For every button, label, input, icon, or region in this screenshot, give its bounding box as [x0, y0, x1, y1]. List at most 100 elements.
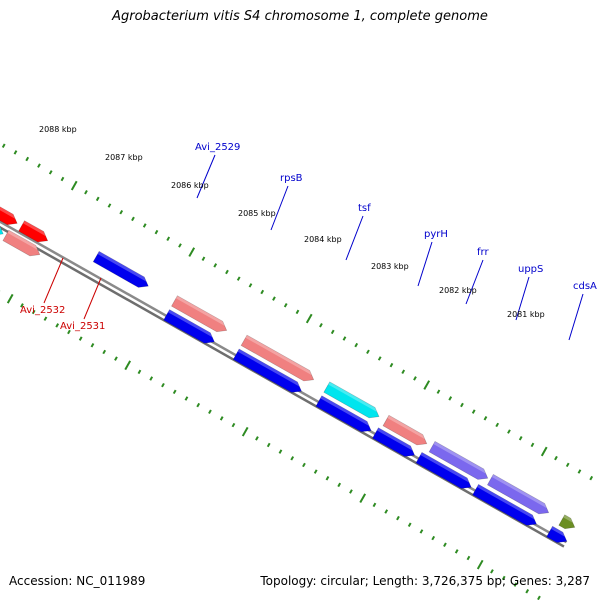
tick-mark: [337, 482, 342, 488]
tick-mark: [272, 296, 276, 301]
gene-label: rpsB: [280, 173, 303, 184]
tick-mark: [219, 416, 224, 421]
tick-mark: [589, 475, 594, 481]
gene-arrow-highlight: [245, 335, 312, 376]
gene-arrow-highlight: [168, 309, 213, 338]
tick-mark: [359, 493, 367, 504]
kbp-label: 2088 kbp: [39, 125, 77, 134]
tick-mark: [37, 163, 41, 168]
tick-mark: [43, 316, 48, 321]
tick-mark: [372, 502, 377, 508]
kbp-label: 2083 kbp: [371, 262, 409, 271]
tick-mark: [31, 309, 36, 315]
tick-mark: [131, 216, 135, 222]
tick-mark: [60, 176, 65, 182]
tick-mark: [149, 376, 154, 381]
leader-line: [196, 154, 216, 199]
tick-mark: [396, 515, 400, 521]
gene-arrow: [323, 381, 380, 419]
leader-line: [515, 276, 530, 321]
label-leader-lines: [43, 154, 584, 341]
kbp-label: 2081 kbp: [507, 310, 545, 319]
gene-features: [0, 206, 576, 543]
gene-arrow: [372, 427, 416, 457]
tick-mark: [577, 469, 582, 474]
tick-mark: [436, 389, 441, 394]
tick-mark: [490, 569, 494, 574]
tick-mark: [466, 555, 471, 561]
tick-mark: [460, 402, 464, 408]
gene-arrow-highlight: [376, 427, 413, 451]
tick-mark: [389, 362, 394, 368]
tick-mark: [495, 422, 500, 428]
tick-mark: [213, 263, 218, 268]
tick-mark: [266, 442, 271, 448]
tick-mark: [201, 256, 206, 261]
tick-mark: [178, 243, 182, 248]
tick-mark: [188, 247, 196, 257]
tick-mark: [377, 356, 382, 361]
tick-mark: [102, 349, 107, 355]
outer-tick-ring: [1, 143, 594, 481]
tick-mark: [319, 322, 323, 328]
gene-labels: Avi_2529 rpsB tsf pyrH frr uppS cdsA Avi_2532 Av…: [20, 142, 597, 332]
tick-mark: [260, 289, 265, 295]
gene-arrow: [558, 514, 576, 530]
tick-mark: [248, 283, 253, 288]
tick-mark: [349, 489, 353, 494]
tick-mark: [537, 595, 541, 600]
gene-arrow-highlight: [0, 226, 2, 230]
tick-mark: [354, 342, 359, 348]
genome-stats-text: Topology: circular; Length: 3,726,375 bp…: [260, 574, 590, 588]
gene-label: cdsA: [573, 281, 597, 292]
tick-mark: [278, 449, 283, 454]
tick-mark: [241, 426, 249, 437]
tick-mark: [20, 303, 24, 308]
gene-label: Avi_2529: [195, 142, 240, 153]
gene-arrow: [415, 451, 472, 489]
gene-arrow: [382, 414, 428, 446]
tick-mark: [431, 535, 436, 541]
tick-mark: [305, 313, 313, 324]
gene-arrow-highlight: [0, 206, 16, 219]
tick-mark: [154, 229, 159, 235]
kbp-label: 2084 kbp: [304, 235, 342, 244]
tick-mark: [119, 209, 124, 215]
leader-line: [270, 185, 289, 231]
gene-arrow: [240, 334, 315, 382]
tick-mark: [142, 223, 147, 228]
tick-mark: [513, 582, 518, 587]
tick-mark: [55, 323, 60, 328]
tick-mark: [67, 329, 71, 335]
tick-mark: [507, 429, 511, 434]
gene-label: Avi_2531: [60, 321, 105, 332]
page-title: Agrobacterium vitis S4 chromosome 1, com…: [112, 9, 488, 24]
tick-mark: [525, 589, 530, 594]
gene-arrow: [428, 440, 489, 480]
gene-arrow: [92, 250, 149, 288]
tick-mark: [401, 369, 406, 374]
tick-mark: [476, 559, 484, 570]
tick-mark: [161, 382, 165, 388]
gene-arrow: [0, 206, 18, 226]
tick-mark: [518, 435, 523, 441]
tick-mark: [302, 462, 306, 468]
gene-arrow-highlight: [563, 514, 573, 523]
kbp-labels: 2088 kbp 2087 kbp 2086 kbp 2085 kbp 2084 kbp…: [39, 125, 545, 319]
gene-arrow-highlight: [175, 295, 225, 326]
tick-mark: [84, 190, 88, 195]
kbp-label: 2082 kbp: [439, 286, 477, 295]
tick-mark: [342, 336, 347, 341]
accession-text: Accession: NC_011989: [9, 574, 146, 588]
gene-arrow: [232, 348, 302, 393]
tick-mark: [483, 416, 488, 421]
tick-mark: [90, 343, 95, 348]
tick-mark: [313, 469, 318, 474]
gene-arrow: [18, 220, 49, 243]
gene-arrow-highlight: [420, 452, 470, 483]
tick-mark: [107, 203, 112, 208]
tick-mark: [137, 369, 142, 375]
gene-arrow: [546, 525, 568, 543]
kbp-label: 2085 kbp: [238, 209, 276, 218]
tick-mark: [554, 455, 558, 461]
